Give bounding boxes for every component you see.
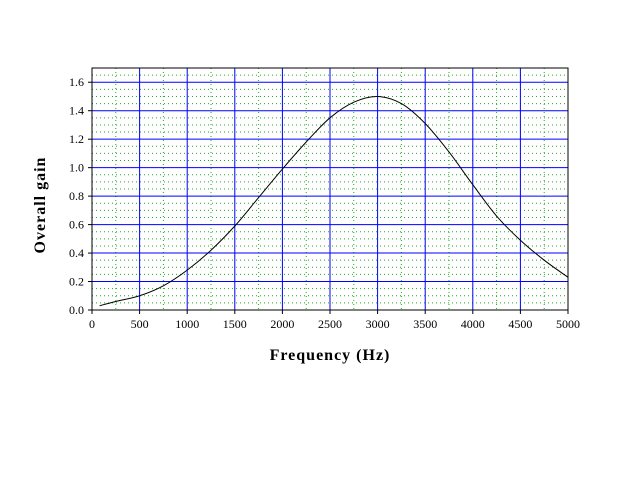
y-tick-label: 0.8: [69, 189, 84, 203]
x-tick-label: 2500: [318, 317, 342, 331]
major-grid: [92, 68, 568, 310]
y-tick-label: 0.6: [69, 218, 84, 232]
x-tick-label: 1500: [223, 317, 247, 331]
x-axis-ticks: 0 500 1000 1500 2000 2500 3000 3500 4000 4500 5000: [89, 310, 580, 331]
x-axis-title: Frequency (Hz): [270, 347, 391, 364]
x-tick-label: 4500: [508, 317, 532, 331]
series-line: [99, 95, 569, 307]
y-tick-label: 1.2: [69, 132, 84, 146]
y-tick-label: 0.0: [69, 303, 84, 317]
y-axis-title: Overall gain: [32, 157, 49, 254]
y-tick-label: 1.6: [69, 75, 84, 89]
x-tick-label: 3500: [413, 317, 437, 331]
y-tick-label: 0.2: [69, 275, 84, 289]
y-tick-label: 1.0: [69, 161, 84, 175]
y-tick-label: 1.4: [69, 104, 84, 118]
x-tick-label: 500: [131, 317, 149, 331]
y-axis-ticks: 0.0 0.2 0.4 0.6 0.8 1.0 1.2 1.4 1.6: [69, 75, 92, 317]
x-tick-label: 1000: [175, 317, 199, 331]
x-tick-label: 0: [89, 317, 95, 331]
y-tick-label: 0.4: [69, 246, 84, 260]
x-tick-label: 3000: [366, 317, 390, 331]
x-tick-label: 2000: [270, 317, 294, 331]
series-layer: [99, 95, 569, 307]
minor-grid: [92, 68, 568, 310]
x-tick-label: 5000: [556, 317, 580, 331]
x-tick-label: 4000: [461, 317, 485, 331]
